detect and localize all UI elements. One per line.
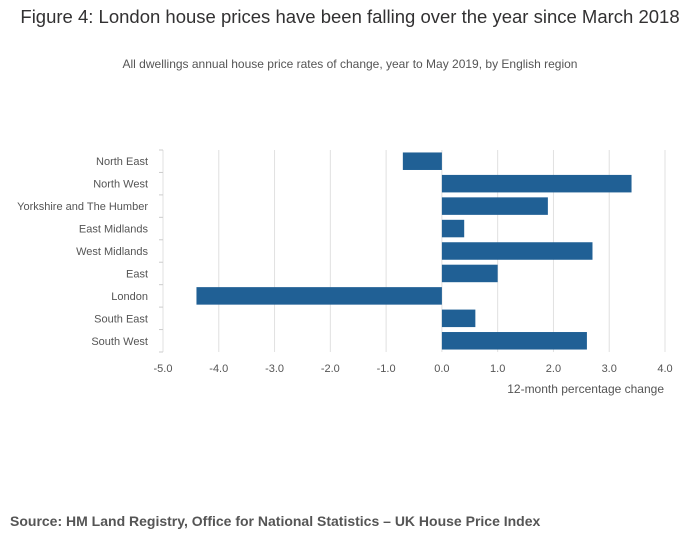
x-tick-labels: -5.0 -4.0 -3.0 -2.0 -1.0 0.0 1.0 2.0 3.0 4.0 (154, 363, 673, 375)
bar-south-west[interactable] (441, 332, 587, 350)
x-tick-label: -3.0 (265, 363, 284, 375)
bar-london[interactable] (196, 287, 442, 305)
category-label: North East (96, 156, 148, 168)
x-tick-label: -2.0 (321, 363, 340, 375)
category-label: West Midlands (76, 246, 148, 258)
category-label: London (111, 291, 148, 303)
bar-west-midlands[interactable] (441, 242, 593, 260)
x-tick-label: 2.0 (546, 363, 561, 375)
bar-south-east[interactable] (441, 309, 476, 328)
x-axis-title: 12-month percentage change (507, 382, 664, 396)
category-label: East (126, 268, 148, 280)
bar-series (196, 152, 632, 350)
x-tick-label: -5.0 (154, 363, 173, 375)
x-tick-label: 0.0 (434, 363, 449, 375)
bar-north-west[interactable] (441, 174, 632, 193)
category-label: South East (94, 313, 148, 325)
bar-north-east[interactable] (402, 152, 442, 170)
category-label: Yorkshire and The Humber (17, 201, 148, 213)
source-note: Source: HM Land Registry, Office for Nat… (10, 513, 541, 529)
chart-subtitle: All dwellings annual house price rates o… (122, 57, 578, 71)
x-tick-label: 4.0 (657, 363, 672, 375)
bar-east-midlands[interactable] (441, 219, 465, 238)
category-label: East Midlands (79, 224, 149, 236)
bar-yorkshire-and-the-humber[interactable] (441, 197, 548, 215)
bar-east[interactable] (441, 264, 498, 283)
x-tick-label: -4.0 (209, 363, 228, 375)
x-tick-label: 1.0 (490, 363, 505, 375)
x-tick-label: 3.0 (602, 363, 617, 375)
category-labels: North East North West Yorkshire and The Hu… (17, 156, 148, 348)
category-label: South West (91, 336, 148, 348)
category-label: North West (93, 179, 148, 191)
chart-title: Figure 4: London house prices have been … (20, 6, 680, 27)
x-tick-label: -1.0 (377, 363, 396, 375)
